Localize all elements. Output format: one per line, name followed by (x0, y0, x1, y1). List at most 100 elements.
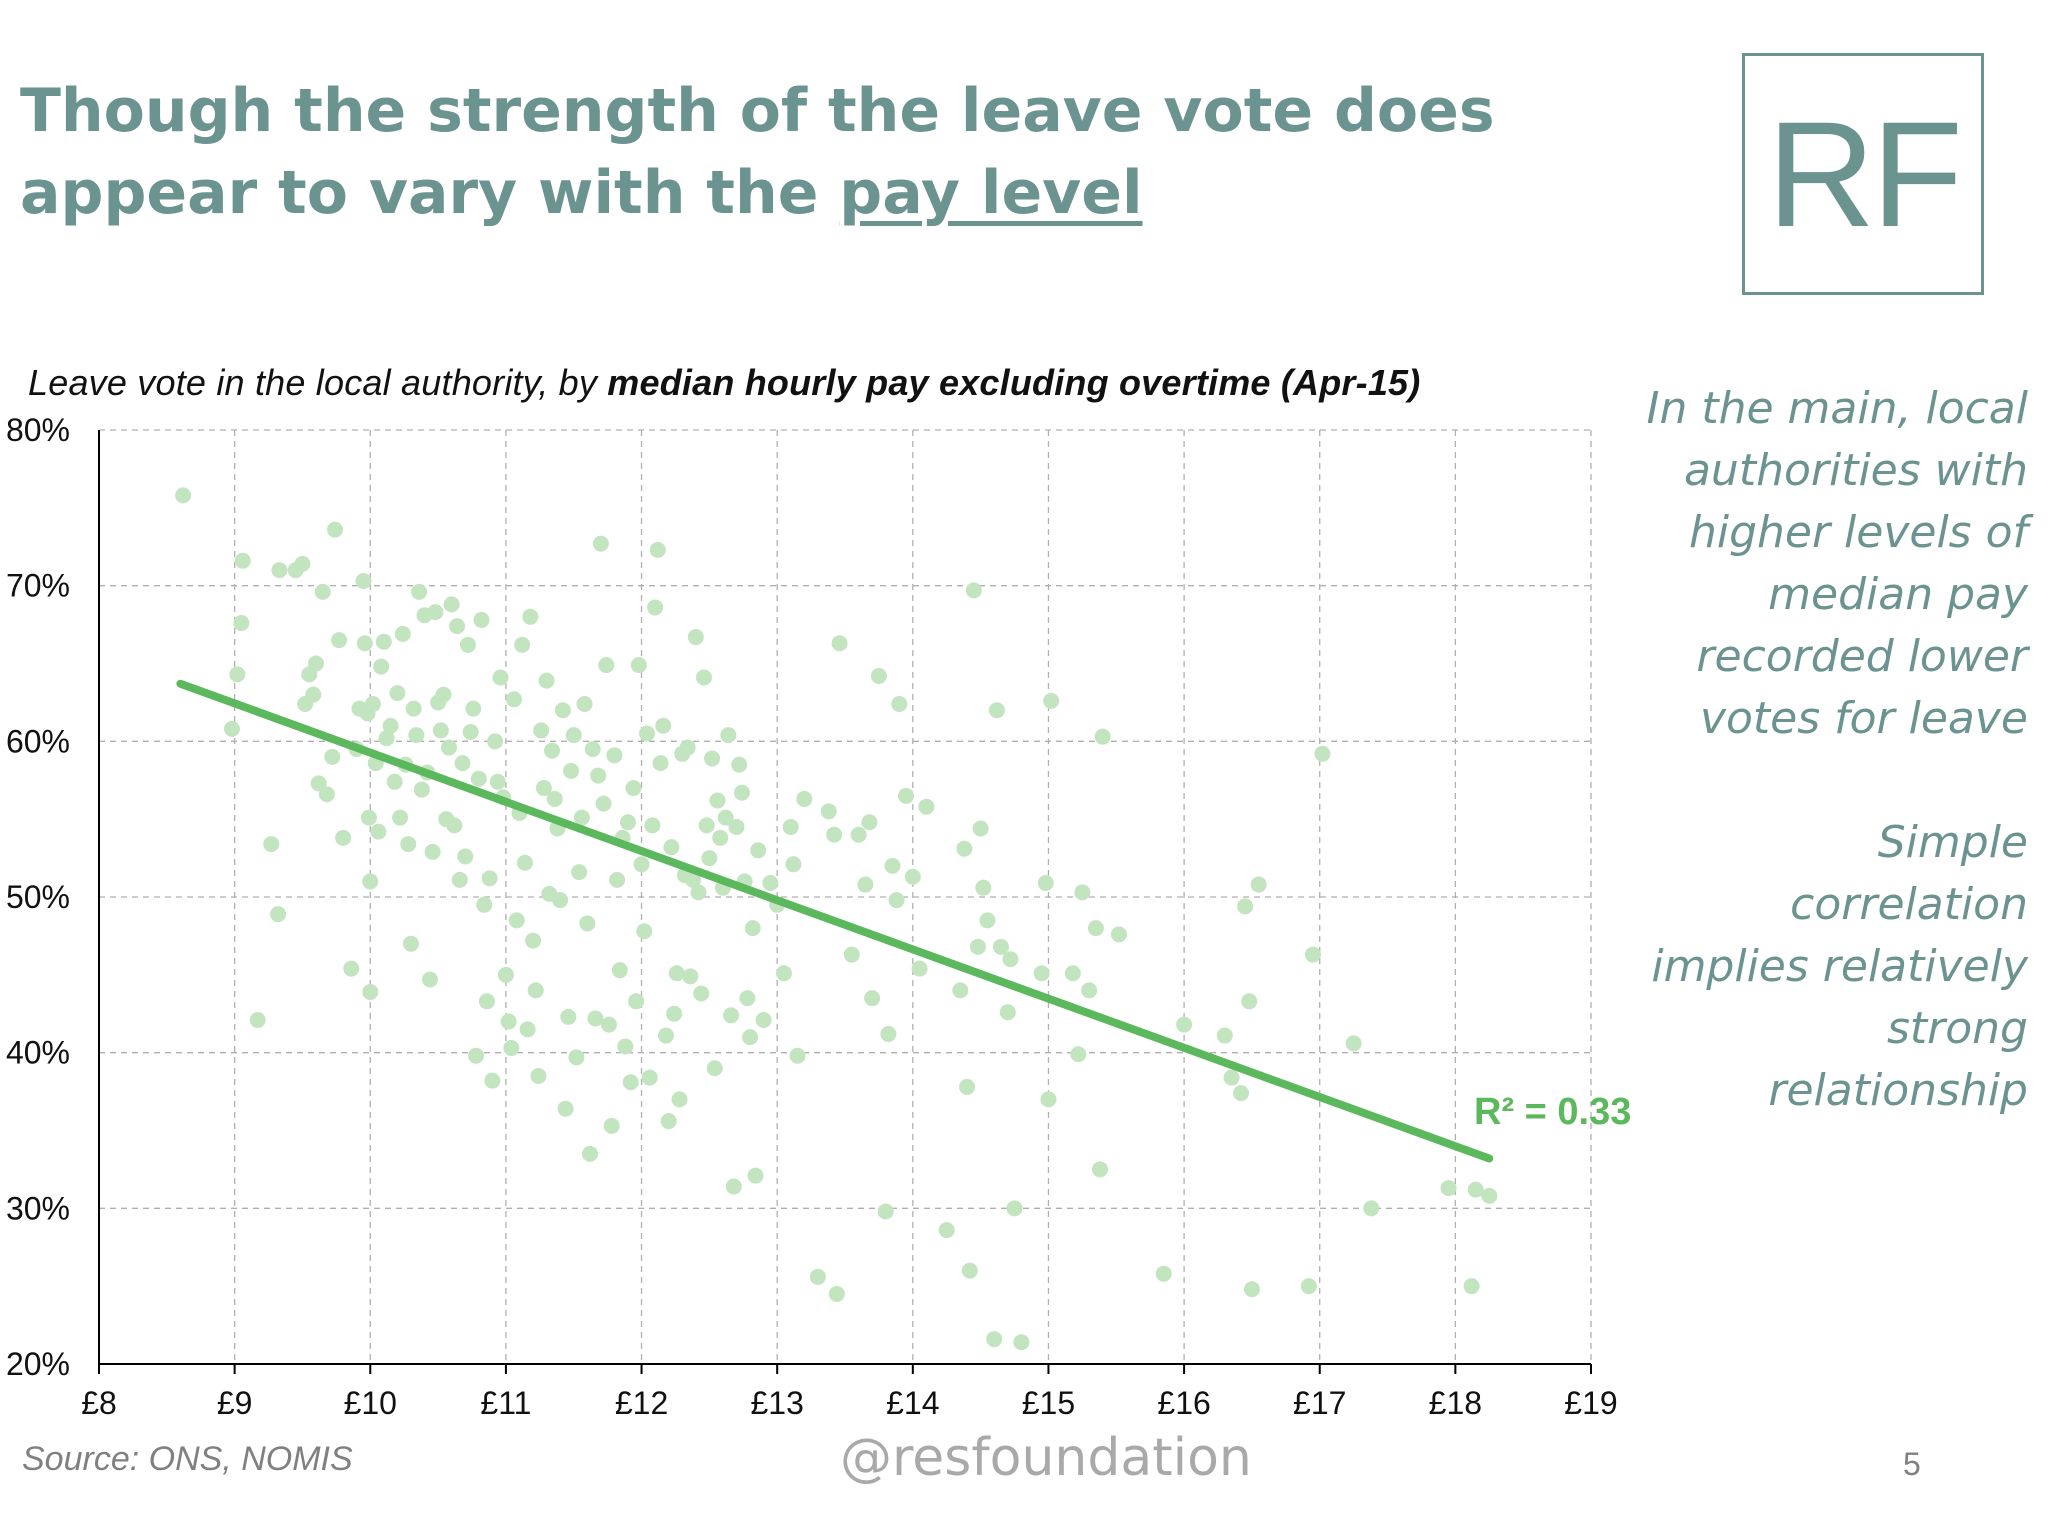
data-point (880, 1025, 897, 1042)
x-tick-label: £14 (886, 1385, 939, 1421)
data-point (742, 1029, 759, 1046)
data-point (999, 1004, 1016, 1021)
notes-line: In the main, local (1646, 383, 2028, 434)
chart-title: Leave vote in the local authority, by me… (28, 362, 1420, 404)
data-point (373, 658, 390, 675)
x-tick-label: £19 (1564, 1385, 1617, 1421)
data-point (435, 686, 452, 703)
data-point (712, 829, 729, 846)
data-point (1304, 946, 1321, 963)
data-point (663, 839, 680, 856)
notes-line: median pay (1768, 569, 2028, 620)
data-point (870, 667, 887, 684)
data-point (565, 727, 582, 744)
data-point (343, 960, 360, 977)
data-point (611, 962, 628, 979)
data-point (432, 722, 449, 739)
notes-line: strong (1886, 1003, 2028, 1054)
data-point (576, 695, 593, 712)
data-point (633, 856, 650, 873)
y-tick-label: 30% (6, 1190, 70, 1226)
data-point (1363, 1200, 1380, 1217)
data-point (1002, 951, 1019, 968)
data-point (918, 798, 935, 815)
data-point (750, 842, 767, 859)
data-point (609, 871, 626, 888)
data-point (843, 946, 860, 963)
data-point (440, 739, 457, 756)
data-point (552, 892, 569, 909)
data-point (386, 773, 403, 790)
data-point (1070, 1046, 1087, 1063)
data-point (789, 1047, 806, 1064)
data-point (690, 884, 707, 901)
data-point (693, 985, 710, 1002)
y-tick-label: 60% (6, 723, 70, 759)
data-point (666, 1005, 683, 1022)
data-point (704, 750, 721, 767)
data-point (1037, 874, 1054, 891)
data-point (891, 695, 908, 712)
data-point (446, 817, 463, 834)
data-point (454, 755, 471, 772)
data-point (270, 906, 287, 923)
data-point (720, 727, 737, 744)
data-point (864, 990, 881, 1007)
data-point (1243, 1281, 1260, 1298)
data-point (408, 727, 425, 744)
data-point (988, 702, 1005, 719)
rf-logo: RF (1742, 53, 1984, 295)
data-point (796, 790, 813, 807)
data-point (709, 792, 726, 809)
data-point (725, 1178, 742, 1195)
data-point (706, 1060, 723, 1077)
data-point (389, 685, 406, 702)
data-point (595, 795, 612, 812)
data-point (647, 599, 664, 616)
data-point (826, 826, 843, 843)
data-point (828, 1285, 845, 1302)
data-point (530, 1068, 547, 1085)
title-underlined-text: pay level (839, 158, 1143, 228)
data-point (516, 854, 533, 871)
y-tick-label: 80% (6, 412, 70, 448)
data-point (462, 723, 479, 740)
data-point (972, 820, 989, 837)
data-point (657, 1027, 674, 1044)
data-point (1481, 1187, 1498, 1204)
data-point (473, 611, 490, 628)
data-point (986, 1331, 1003, 1348)
data-point (223, 720, 240, 737)
commentary-notes: In the main, local authorities with higher… (1588, 378, 2028, 1122)
data-point (497, 966, 514, 983)
x-tick-label: £10 (344, 1385, 397, 1421)
data-point (755, 1011, 772, 1028)
data-point (175, 487, 192, 504)
data-point (233, 615, 250, 632)
data-point (685, 871, 702, 888)
data-point (538, 672, 555, 689)
data-point (782, 818, 799, 835)
data-point (728, 818, 745, 835)
data-point (679, 739, 696, 756)
data-point (427, 604, 444, 621)
data-point (1440, 1180, 1457, 1197)
data-point (249, 1011, 266, 1028)
data-point (888, 892, 905, 909)
data-point (652, 755, 669, 772)
data-point (723, 1007, 740, 1024)
data-point (1300, 1278, 1317, 1295)
data-point (952, 982, 969, 999)
data-point (884, 857, 901, 874)
x-tick-label: £13 (750, 1385, 803, 1421)
x-tick-label: £17 (1293, 1385, 1346, 1421)
data-point (457, 848, 474, 865)
notes-line: relationship (1768, 1065, 2028, 1116)
data-point (1013, 1334, 1030, 1351)
data-point (1345, 1035, 1362, 1052)
data-point (636, 923, 653, 940)
data-point (573, 809, 590, 826)
data-point (527, 982, 544, 999)
data-point (563, 762, 580, 779)
data-point (392, 809, 409, 826)
